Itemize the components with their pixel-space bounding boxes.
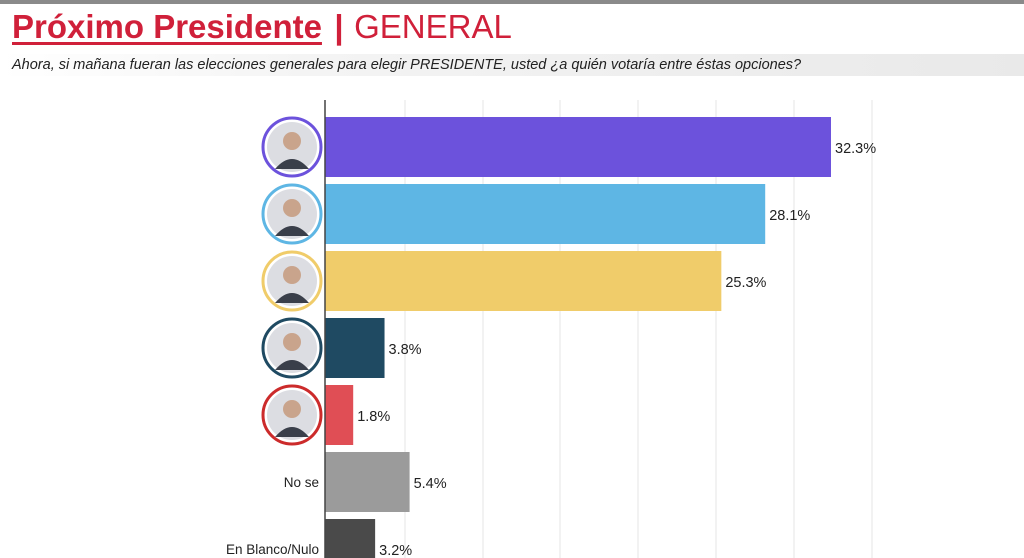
person-body-icon	[275, 159, 309, 169]
bar-value-label-3: 3.8%	[389, 342, 422, 358]
question-banner	[0, 54, 1024, 76]
bar-value-label-1: 28.1%	[769, 208, 810, 224]
person-body-icon	[275, 360, 309, 370]
top-rule	[0, 0, 1024, 4]
bar-6	[325, 519, 376, 558]
title-separator: |	[334, 8, 344, 45]
person-body-icon	[275, 293, 309, 303]
survey-question: Ahora, si mañana fueran las elecciones g…	[12, 57, 802, 73]
person-head-icon	[283, 132, 301, 150]
bar-3	[325, 318, 385, 378]
person-body-icon	[275, 427, 309, 437]
person-body-icon	[275, 226, 309, 236]
category-label-5: No se	[284, 475, 319, 490]
bar-value-label-2: 25.3%	[725, 275, 766, 291]
bar-value-label-4: 1.8%	[357, 409, 390, 425]
bar-value-label-5: 5.4%	[414, 476, 447, 492]
person-head-icon	[283, 266, 301, 284]
page-title: Próximo Presidente	[12, 8, 322, 45]
category-label-6: En Blanco/Nulo	[226, 542, 319, 557]
bar-1	[325, 184, 766, 244]
bar-0	[325, 117, 831, 177]
bar-value-label-0: 32.3%	[835, 141, 876, 157]
person-head-icon	[283, 199, 301, 217]
person-head-icon	[283, 333, 301, 351]
page-subtitle: GENERAL	[354, 8, 512, 45]
header: Próximo Presidente | GENERAL	[12, 8, 512, 48]
bar-value-label-6: 3.2%	[379, 543, 412, 558]
person-head-icon	[283, 400, 301, 418]
bar-4	[325, 385, 354, 445]
bar-2	[325, 251, 722, 311]
bar-5	[325, 452, 410, 512]
